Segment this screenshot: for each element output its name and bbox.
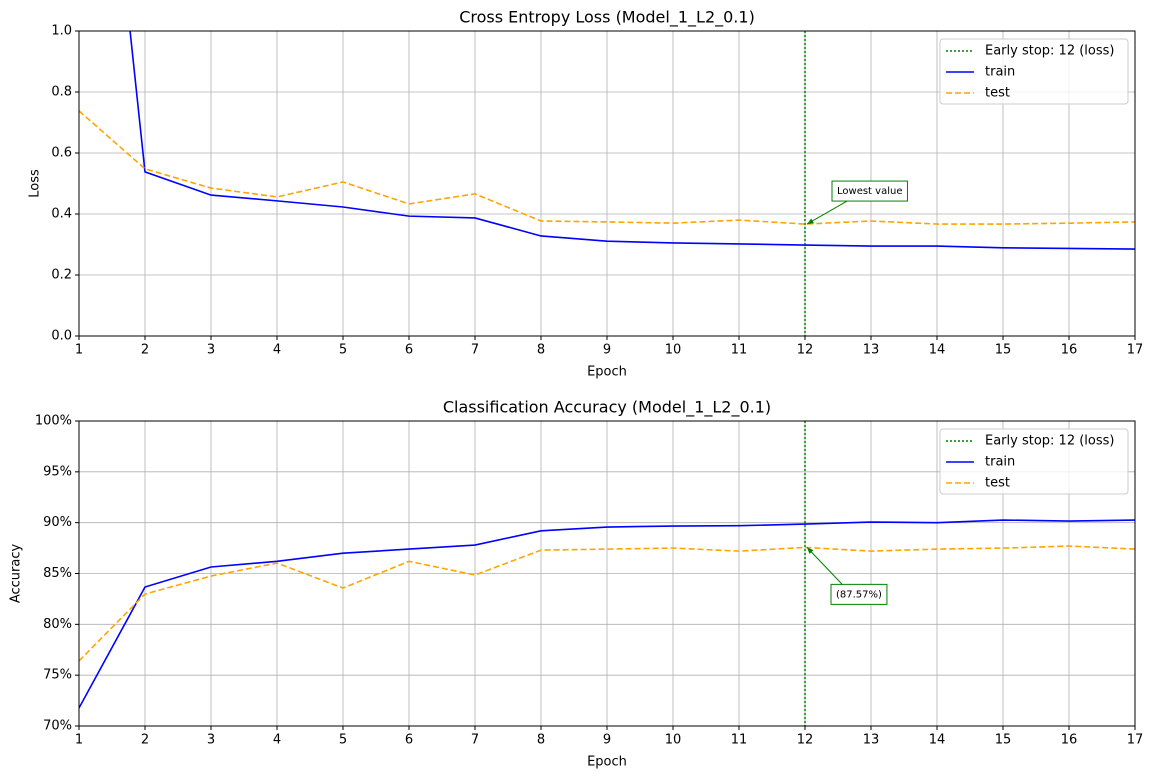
annotation-text: (87.57%) [836, 589, 882, 600]
legend-box [939, 428, 1129, 495]
x-tick-label: 14 [929, 343, 946, 358]
x-tick-label: 16 [1061, 343, 1078, 358]
x-tick-label: 11 [731, 733, 748, 748]
y-tick-label: 95% [43, 464, 72, 479]
axes-frame [78, 30, 1136, 337]
legend-label: test [985, 86, 1010, 101]
legend-label: train [985, 65, 1015, 80]
y-tick-label: 90% [43, 515, 72, 530]
y-axis-label: Accuracy [9, 544, 24, 604]
chart-title: Cross Entropy Loss (Model_1_L2_0.1) [459, 8, 755, 28]
x-tick-label: 7 [471, 343, 479, 358]
subplot: 1 2 3 4 5 6 7 8 9 10 11 12 13 14 15 16 170.00.20.40.60.8… [28, 8, 1144, 380]
plot-lines [79, 519, 1135, 709]
x-tick-label: 6 [405, 343, 413, 358]
y-tick-label: 85% [43, 566, 72, 581]
legend-label: train [985, 455, 1015, 470]
x-tick-label: 3 [207, 733, 215, 748]
x-tick-label: 1 [75, 343, 83, 358]
plot-lines [79, 31, 1135, 250]
axes-frame [78, 420, 1136, 727]
y-tick-label: 80% [43, 617, 72, 632]
x-tick-label: 12 [797, 343, 814, 358]
x-tick-label: 9 [603, 343, 611, 358]
arrow-head [807, 218, 814, 225]
x-tick-label: 2 [141, 343, 149, 358]
x-tick-label: 8 [537, 343, 545, 358]
legend-label: Early stop: 12 (loss) [985, 434, 1114, 449]
annotation-text: Lowest value [837, 186, 902, 197]
series-line [79, 545, 1135, 662]
annotation-arrow [806, 200, 848, 225]
y-tick-label: 0.2 [51, 268, 72, 283]
series-line [79, 519, 1135, 709]
subplot: 1 2 3 4 5 6 7 8 9 10 11 12 13 14 15 16 1770%75%80%85%90%… [9, 398, 1144, 770]
y-tick-label: 0.6 [51, 146, 72, 161]
series-line [129, 31, 1135, 250]
y-tick-label: 0.0 [51, 329, 72, 344]
annotation-box [831, 180, 908, 202]
x-tick-label: 13 [863, 733, 880, 748]
x-tick-label: 17 [1127, 343, 1144, 358]
legend-box [939, 38, 1129, 105]
x-tick-label: 12 [797, 733, 814, 748]
y-tick-label: 1.0 [51, 24, 72, 39]
x-tick-label: 11 [731, 343, 748, 358]
x-axis-label: Epoch [587, 755, 627, 770]
x-tick-label: 8 [537, 733, 545, 748]
x-tick-label: 15 [995, 343, 1012, 358]
y-tick-label: 0.4 [51, 207, 72, 222]
x-tick-label: 10 [665, 733, 682, 748]
x-tick-label: 5 [339, 343, 347, 358]
x-tick-label: 2 [141, 733, 149, 748]
x-tick-label: 9 [603, 733, 611, 748]
x-axis-label: Epoch [587, 365, 627, 380]
x-tick-label: 7 [471, 733, 479, 748]
y-tick-label: 75% [43, 668, 72, 683]
x-tick-label: 5 [339, 733, 347, 748]
x-tick-label: 4 [273, 733, 281, 748]
arrow-head [807, 547, 814, 554]
y-axis-label: Loss [28, 169, 43, 198]
x-tick-label: 4 [273, 343, 281, 358]
chart-title: Classification Accuracy (Model_1_L2_0.1) [443, 398, 771, 418]
x-tick-label: 1 [75, 733, 83, 748]
x-tick-label: 10 [665, 343, 682, 358]
y-tick-label: 100% [35, 414, 72, 429]
legend-label: test [985, 476, 1010, 491]
x-tick-label: 13 [863, 343, 880, 358]
x-tick-label: 6 [405, 733, 413, 748]
x-tick-label: 16 [1061, 733, 1078, 748]
y-tick-label: 0.8 [51, 85, 72, 100]
y-tick-label: 70% [43, 719, 72, 734]
annotation-arrow [806, 547, 843, 585]
x-tick-label: 3 [207, 343, 215, 358]
x-tick-label: 17 [1127, 733, 1144, 748]
series-line [79, 110, 1135, 225]
x-tick-label: 14 [929, 733, 946, 748]
legend-label: Early stop: 12 (loss) [985, 44, 1114, 59]
annotation-box [830, 583, 888, 605]
x-tick-label: 15 [995, 733, 1012, 748]
